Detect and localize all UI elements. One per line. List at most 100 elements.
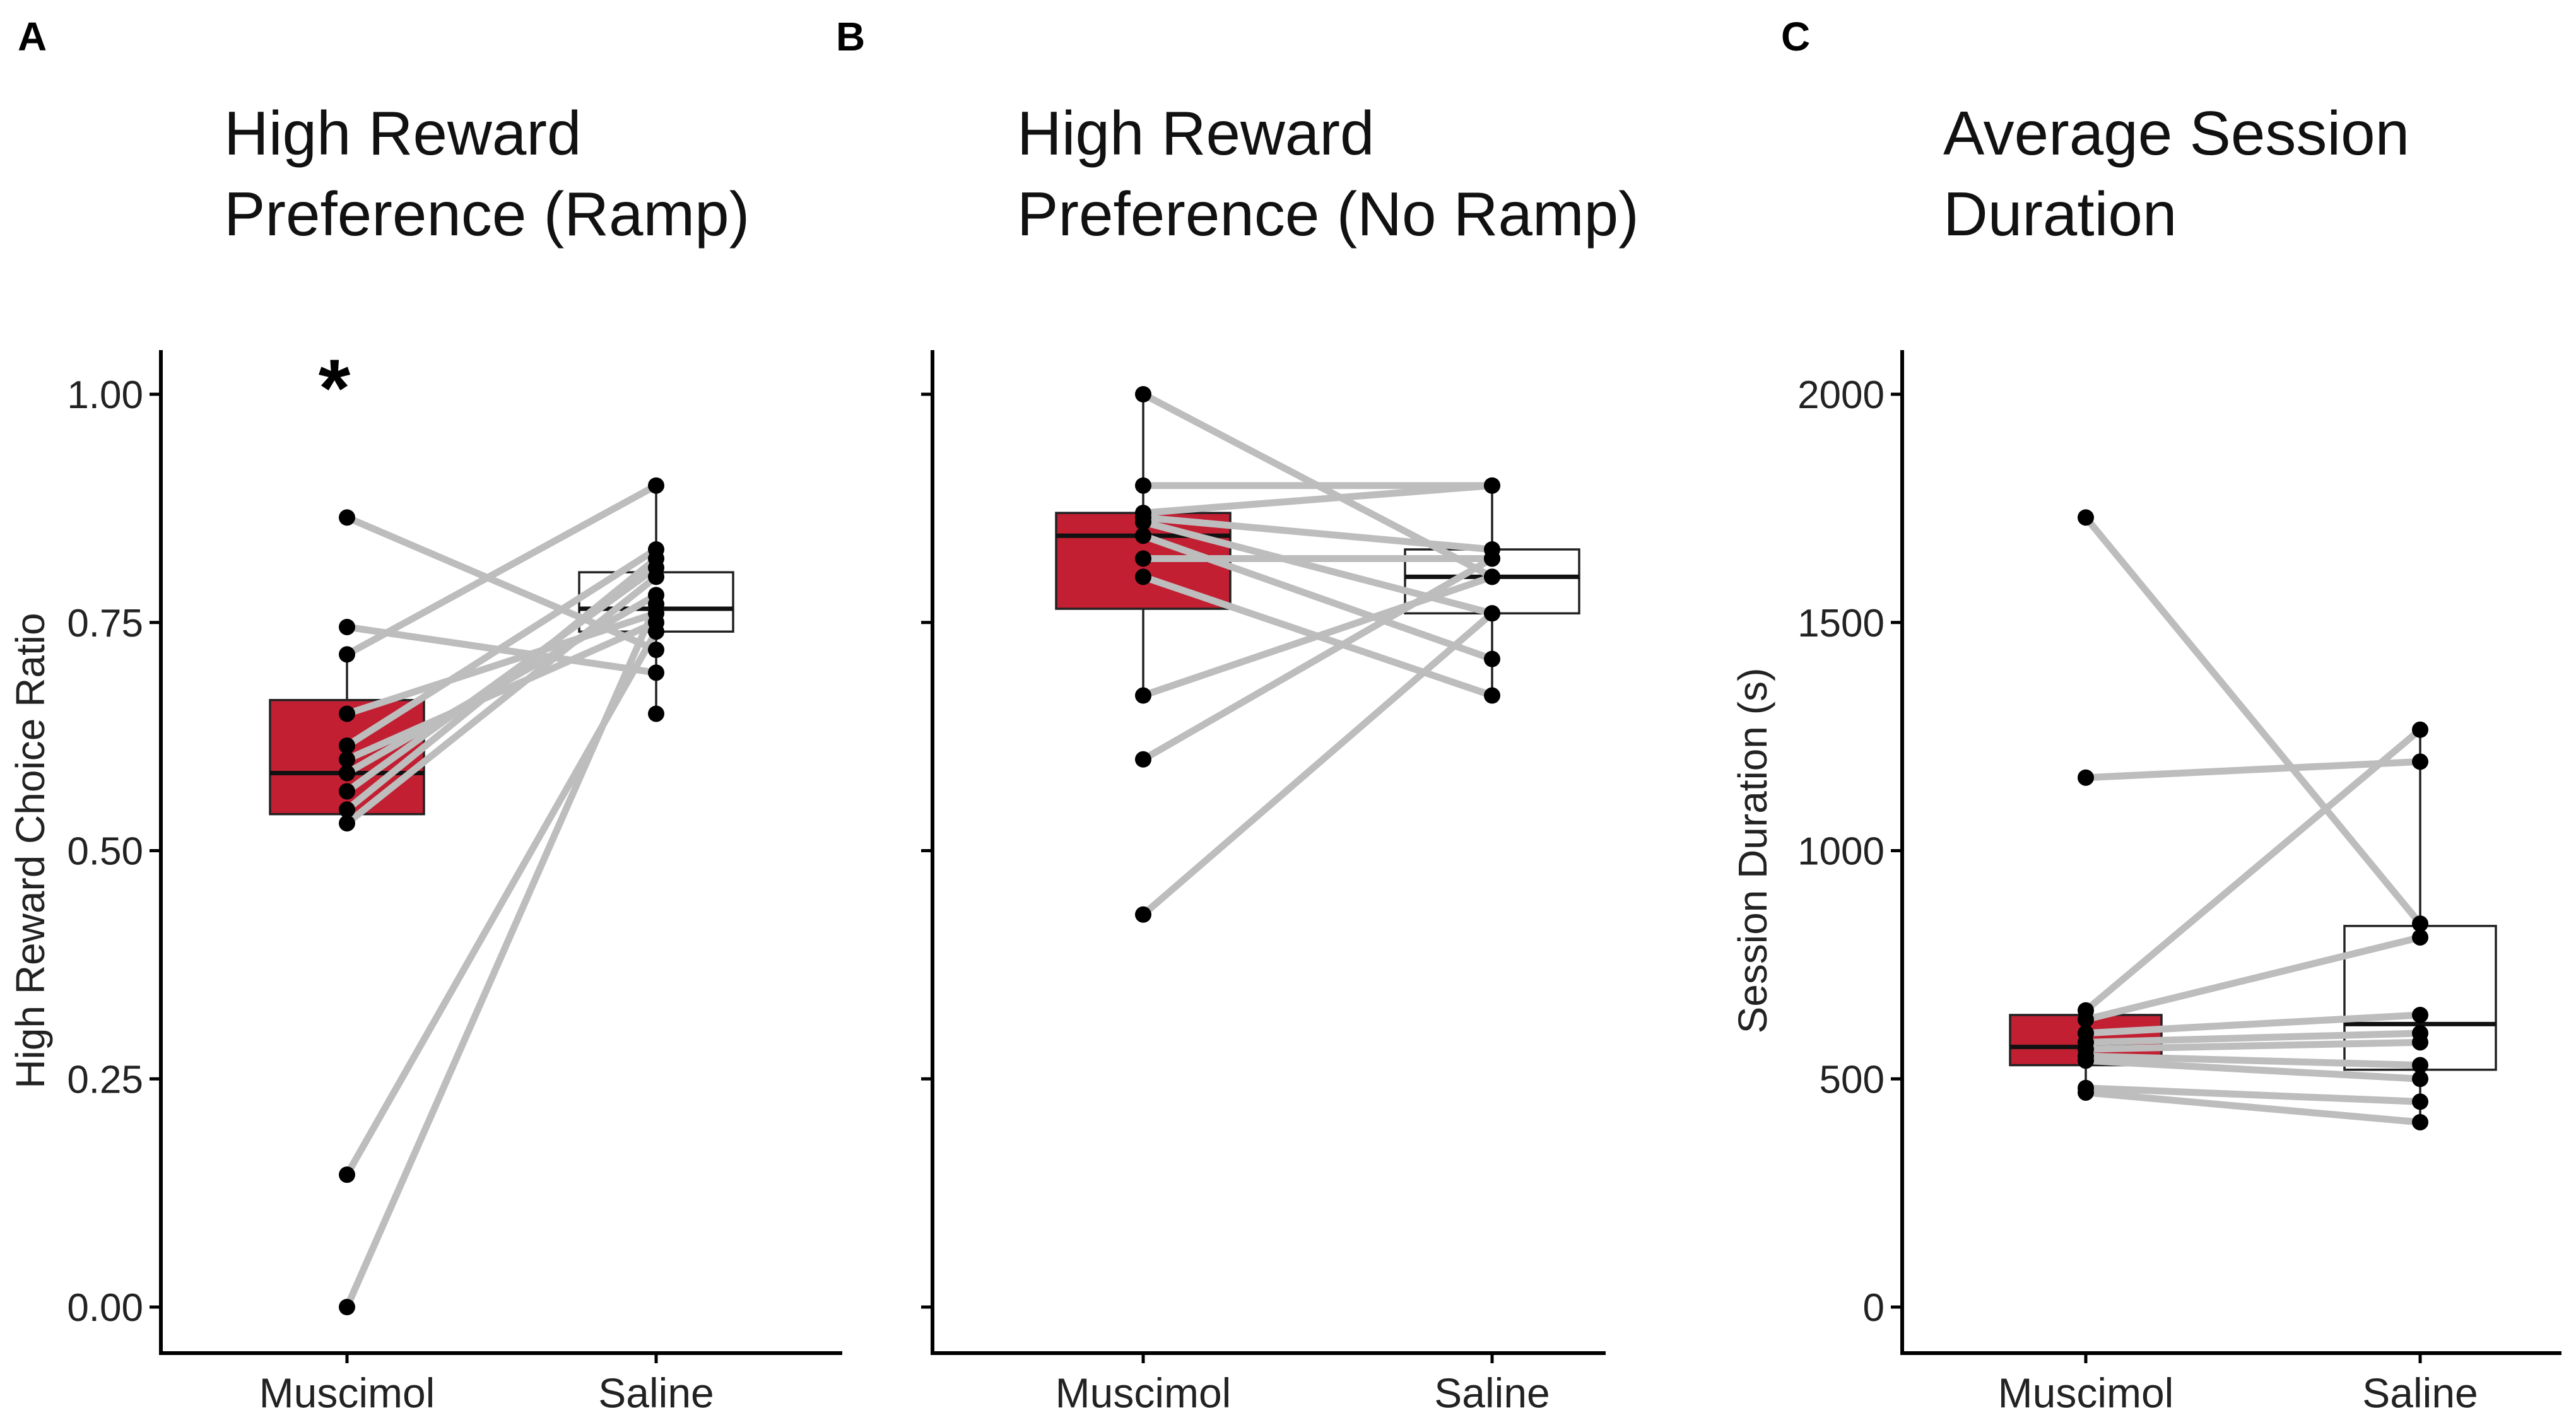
- data-point-muscimol: [339, 765, 355, 782]
- data-point-saline: [1484, 650, 1500, 667]
- data-point-saline: [1484, 687, 1500, 704]
- data-point-saline: [2412, 753, 2428, 770]
- y-tick-label: 1000: [1797, 830, 1885, 874]
- paired-line: [2082, 758, 2424, 782]
- data-point-muscimol: [339, 705, 355, 722]
- y-tick-label: 1500: [1797, 602, 1885, 645]
- paired-line: [2082, 1030, 2424, 1046]
- paired-line: [2082, 726, 2424, 1014]
- data-point-muscimol: [1135, 550, 1151, 567]
- paired-line: [2082, 1011, 2424, 1037]
- x-category-label: Muscimol: [1056, 1370, 1232, 1408]
- panel-title-line: Average Session: [1943, 98, 2409, 168]
- data-point-muscimol: [2078, 1011, 2094, 1028]
- data-point-saline: [2412, 929, 2428, 946]
- data-point-muscimol: [339, 751, 355, 768]
- data-point-muscimol: [339, 815, 355, 832]
- data-point-saline: [2412, 1006, 2428, 1023]
- significance-marker: *: [319, 342, 351, 434]
- data-point-saline: [2412, 1071, 2428, 1088]
- data-point-saline: [648, 664, 664, 681]
- data-point-muscimol: [1135, 527, 1151, 544]
- y-axis-label: Session Duration (s): [1730, 668, 1775, 1034]
- data-point-saline: [2412, 721, 2428, 738]
- paired-line: [343, 591, 660, 777]
- paired-line: [343, 619, 660, 763]
- data-point-saline: [2412, 915, 2428, 932]
- paired-line: [1139, 573, 1496, 700]
- data-point-saline: [1484, 568, 1500, 585]
- data-point-muscimol: [339, 1166, 355, 1183]
- panel-b: B High Reward Preference (No Ramp) Muscimol…: [836, 14, 1639, 1408]
- data-point-muscimol: [339, 737, 355, 754]
- x-category-label: Saline: [598, 1370, 714, 1408]
- data-point-muscimol: [339, 646, 355, 663]
- panel-title-line: Preference (Ramp): [224, 179, 750, 249]
- panel-title-line: Duration: [1943, 179, 2177, 249]
- y-tick-label: 2000: [1797, 373, 1885, 417]
- y-tick-label: 0.25: [67, 1058, 143, 1101]
- data-point-saline: [648, 705, 664, 722]
- x-category-label: Saline: [1434, 1370, 1550, 1408]
- data-point-saline: [648, 642, 664, 659]
- data-point-saline: [2412, 1113, 2428, 1130]
- panel-letter: A: [18, 14, 47, 59]
- data-point-muscimol: [339, 618, 355, 635]
- data-point-saline: [2412, 1057, 2428, 1074]
- y-axis-label: High Reward Choice Ratio: [8, 613, 53, 1088]
- data-point-saline: [1484, 550, 1500, 567]
- paired-line: [343, 564, 660, 795]
- panel-title-line: High Reward: [224, 98, 581, 168]
- panel-letter: B: [836, 14, 865, 59]
- paired-line: [2082, 1084, 2424, 1105]
- panel-title-line: High Reward: [1017, 98, 1374, 168]
- data-point-muscimol: [339, 1299, 355, 1315]
- data-point-muscimol: [2078, 509, 2094, 526]
- x-category-label: Saline: [2362, 1370, 2478, 1408]
- x-category-label: Muscimol: [1998, 1370, 2174, 1408]
- panel-c: C Average Session Duration 0 500 1000 1500 2000…: [1730, 14, 2561, 1408]
- data-point-muscimol: [2078, 1084, 2094, 1101]
- data-point-muscimol: [1135, 568, 1151, 585]
- data-point-muscimol: [339, 801, 355, 818]
- paired-line: [2082, 1089, 2424, 1126]
- paired-line: [1139, 482, 1496, 517]
- paired-line: [1139, 554, 1496, 763]
- data-point-saline: [648, 477, 664, 494]
- panel-letter: C: [1781, 14, 1810, 59]
- y-tick-label: 0: [1863, 1286, 1885, 1330]
- data-point-saline: [2412, 1034, 2428, 1051]
- y-tick-label: 0.75: [67, 602, 143, 645]
- data-point-saline: [1484, 605, 1500, 622]
- paired-line: [1139, 513, 1496, 553]
- paired-line: [2082, 934, 2424, 1023]
- paired-line: [343, 482, 660, 658]
- paired-line: [343, 513, 660, 654]
- x-category-label: Muscimol: [259, 1370, 435, 1408]
- paired-line: [2082, 1038, 2424, 1053]
- data-point-saline: [648, 587, 664, 604]
- data-point-muscimol: [339, 509, 355, 526]
- y-tick-label: 0.00: [67, 1286, 143, 1330]
- data-point-muscimol: [1135, 477, 1151, 494]
- data-point-muscimol: [1135, 687, 1151, 704]
- y-tick-label: 0.50: [67, 830, 143, 874]
- paired-line: [343, 573, 660, 827]
- panel-a: A High Reward Preference (Ramp) 0.00 0.25 0.5…: [8, 14, 842, 1408]
- data-point-saline: [1484, 477, 1500, 494]
- paired-line: [343, 623, 660, 676]
- paired-line: [2082, 513, 2424, 927]
- panel-title-line: Preference (No Ramp): [1017, 179, 1639, 249]
- data-point-muscimol: [1135, 386, 1151, 402]
- data-point-saline: [648, 605, 664, 622]
- paired-line: [343, 628, 660, 1178]
- data-point-saline: [648, 541, 664, 558]
- data-point-saline: [2412, 1093, 2428, 1110]
- data-point-muscimol: [2078, 769, 2094, 786]
- data-point-saline: [648, 559, 664, 576]
- data-point-muscimol: [1135, 505, 1151, 522]
- data-point-muscimol: [2078, 1052, 2094, 1069]
- data-point-muscimol: [1135, 906, 1151, 923]
- paired-line: [2082, 1052, 2424, 1069]
- paired-line: [2082, 1057, 2424, 1082]
